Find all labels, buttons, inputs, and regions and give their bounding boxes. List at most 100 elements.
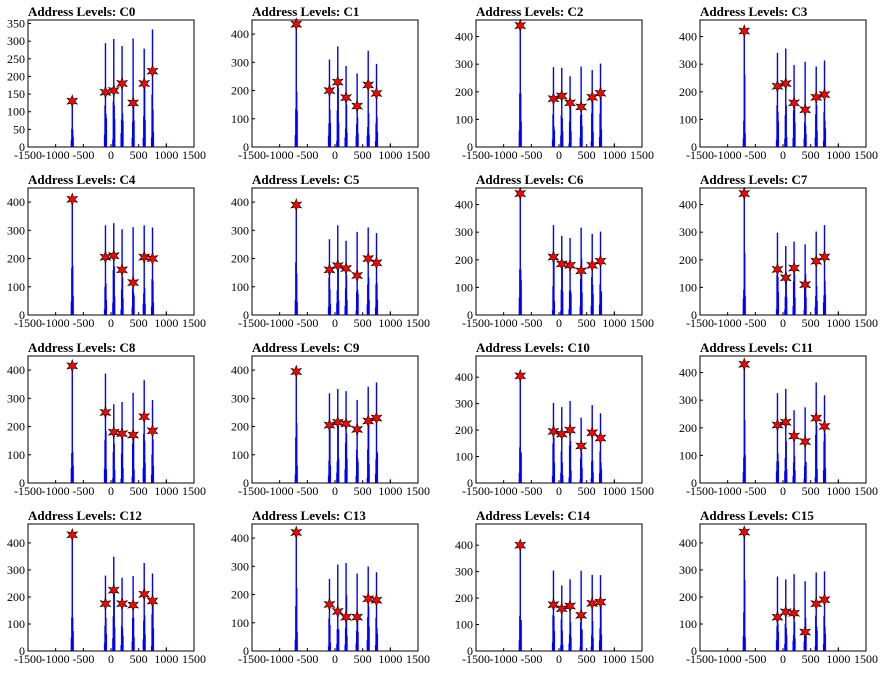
x-tick-label: -500 [72,316,94,330]
y-tick-label: 400 [231,195,249,209]
histogram-bars [70,199,167,315]
x-tick-label: 1500 [406,316,430,330]
y-tick-label: 300 [7,391,25,405]
y-tick-label: 100 [679,448,697,462]
panel-title: Address Levels: C1 [252,4,359,19]
y-tick-label: 0 [243,140,249,154]
x-tick-label: -1500 [238,484,266,498]
y-tick-label: 400 [7,363,25,377]
peak-marker [138,76,151,91]
peak-marker [362,251,375,266]
x-tick-label: -1500 [238,652,266,666]
chart-panel-c1: Address Levels: C1-1500 -1000 -500 0 500 1000… [231,4,430,162]
x-tick-label: -500 [744,316,766,330]
panel-title: Address Levels: C15 [700,508,814,523]
peak-marker [138,409,151,424]
x-tick-label: 0 [556,652,562,666]
plot-frame [475,523,643,652]
y-tick-label: 200 [679,421,697,435]
x-tick-label: 0 [780,484,786,498]
x-tick-label: -1500 [462,148,490,162]
y-tick-label: 400 [679,198,697,212]
x-tick-label: 0 [108,652,114,666]
peak-marker [738,525,751,540]
peak-marker [594,595,607,609]
x-tick-label: -1500 [462,652,490,666]
peak-marker [514,18,527,33]
x-tick-label: 1500 [182,484,206,498]
plot-frame [27,355,195,484]
y-tick-label: 400 [679,366,697,380]
x-tick-label: 0 [108,316,114,330]
x-tick-label: 1500 [406,652,430,666]
peak-marker [779,415,792,430]
y-tick-label: 0 [243,308,249,322]
chart-panel-c0: Address Levels: C0-1500 -1000 -500 0 500 1000… [7,4,206,162]
peak-marker [290,364,303,379]
x-tick-label: 500 [130,148,148,162]
x-tick-label: -1000 [266,652,294,666]
x-tick-label: 1000 [154,316,178,330]
y-tick-label: 100 [679,280,697,294]
y-tick-label: 300 [679,393,697,407]
x-tick-label: -1000 [714,316,742,330]
x-tick-label: -500 [520,148,542,162]
x-tick-label: 0 [108,148,114,162]
y-tick-label: 100 [231,112,249,126]
peak-marker [810,254,823,269]
x-tick-label: 500 [130,316,148,330]
y-tick-label: 350 [7,17,25,31]
x-tick-label: -1000 [266,148,294,162]
peak-marker [116,76,129,91]
panel-title: Address Levels: C9 [252,340,360,355]
panel-title: Address Levels: C3 [700,4,808,19]
x-tick-label: -500 [72,148,94,162]
y-tick-label: 300 [455,57,473,71]
x-tick-label: 500 [354,316,372,330]
x-tick-label: 500 [578,316,596,330]
y-tick-label: 200 [7,252,25,266]
peak-marker [564,423,577,437]
x-tick-label: 0 [556,316,562,330]
y-tick-label: 200 [231,84,249,98]
y-tick-label: 0 [467,140,473,154]
peak-marker [331,258,344,273]
y-tick-label: 0 [467,308,473,322]
peak-marker [586,90,599,105]
x-tick-label: 500 [578,148,596,162]
x-tick-label: 500 [802,316,820,330]
y-tick-label: 100 [455,280,473,294]
chart-panel-c13: Address Levels: C13 -1500 -1000 -500 0 500 100… [231,508,430,666]
peak-marker [138,587,151,602]
peak-marker [340,416,353,431]
peak-marker [575,608,588,623]
y-tick-label: 0 [467,476,473,490]
plot-frame [699,523,867,652]
peak-marker [564,599,577,613]
x-tick-label: 0 [556,484,562,498]
peak-marker [788,606,801,621]
x-tick-label: 0 [780,652,786,666]
x-tick-label: 1000 [378,316,402,330]
y-tick-label: 300 [679,563,697,577]
x-tick-label: 1500 [630,484,654,498]
x-tick-label: 500 [354,652,372,666]
plot-frame [27,19,195,148]
x-tick-label: -1000 [42,316,70,330]
peak-marker [351,268,364,283]
y-tick-label: 200 [679,85,697,99]
x-tick-label: 0 [556,148,562,162]
histogram-bars [742,31,839,147]
x-tick-label: 1500 [854,148,878,162]
x-tick-label: -500 [744,148,766,162]
y-tick-label: 200 [679,590,697,604]
x-tick-label: -1000 [490,652,518,666]
y-tick-label: 300 [679,225,697,239]
peak-marker [290,198,303,212]
peak-marker [127,275,140,290]
panel-title: Address Levels: C6 [476,172,584,187]
x-tick-label: 0 [332,484,338,498]
x-tick-label: 500 [802,484,820,498]
peak-marker [66,94,79,109]
